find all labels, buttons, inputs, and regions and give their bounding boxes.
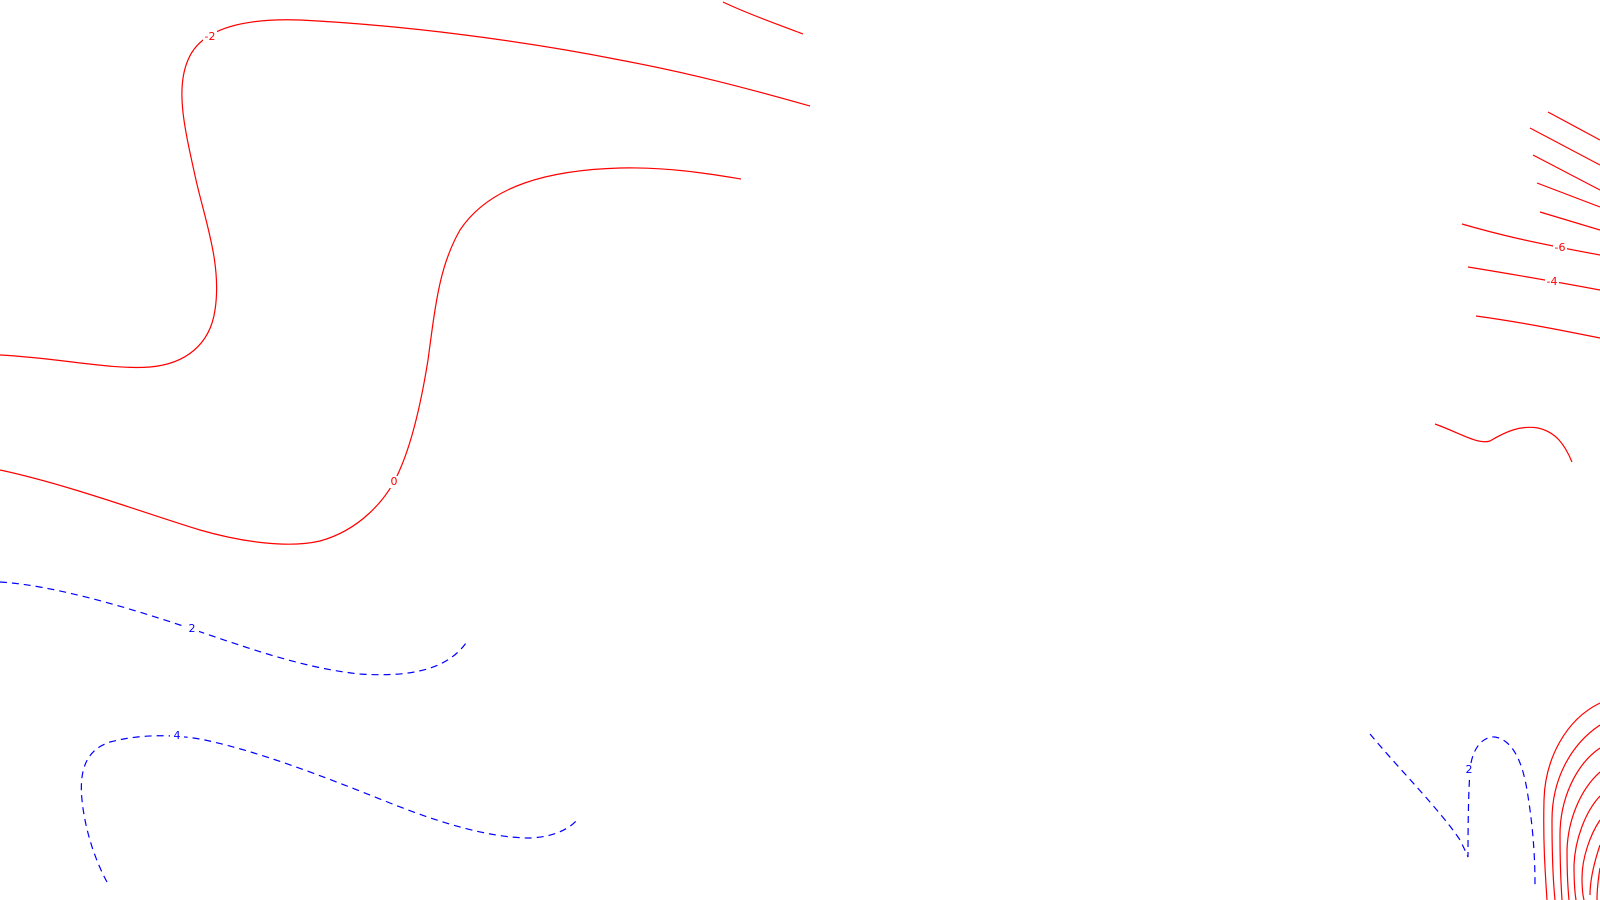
label-0: 0 — [391, 475, 398, 488]
contour-line-neg-right-4 — [1536, 182, 1600, 208]
contour-line-neg2 — [0, 19, 811, 369]
label-neg6-right-background — [1553, 242, 1567, 254]
label-2-right: 2 — [1466, 763, 1473, 776]
contour-line-neg-bottom-1 — [1543, 702, 1600, 900]
contour-line-neg6-right — [1461, 223, 1600, 256]
contour-line-neg-right-2 — [1529, 127, 1600, 166]
contour-labels: -2 0 2 4 -6 -4 2 — [170, 30, 1567, 776]
label-2-right-background — [1462, 764, 1476, 776]
contour-line-neg2-upper — [722, 1, 804, 35]
label-neg6-right: -6 — [1555, 241, 1566, 254]
contour-line-neg-bottom-2 — [1551, 724, 1600, 900]
contour-line-neg-bottom-6 — [1581, 819, 1600, 900]
contour-line-4-left — [80, 735, 578, 883]
contour-line-neg-bottom-3 — [1559, 747, 1600, 900]
label-neg4-right-background — [1545, 276, 1559, 288]
label-neg2: -2 — [205, 30, 216, 43]
contour-line-neg-bottom-5 — [1573, 795, 1600, 900]
label-4-left: 4 — [174, 729, 181, 742]
label-neg2-background — [203, 31, 217, 43]
label-0-background — [387, 476, 401, 488]
contour-line-neg-bottom-7 — [1589, 844, 1600, 896]
label-neg4-right: -4 — [1547, 275, 1558, 288]
label-4-left-background — [170, 730, 184, 742]
contour-line-0 — [0, 167, 742, 545]
contour-line-2-left — [0, 581, 467, 676]
contour-line-neg-right-wave — [1434, 423, 1573, 463]
contour-line-neg4-right — [1467, 266, 1600, 291]
contour-line-neg-right-3 — [1532, 154, 1600, 191]
contour-line-neg-right-5 — [1539, 211, 1600, 231]
contour-line-neg-bottom-4 — [1566, 771, 1600, 900]
label-2-left: 2 — [189, 622, 196, 635]
contour-line-neg-right-1 — [1547, 111, 1600, 141]
label-2-left-background — [185, 623, 199, 635]
contour-line-neg-right-8 — [1475, 315, 1600, 339]
